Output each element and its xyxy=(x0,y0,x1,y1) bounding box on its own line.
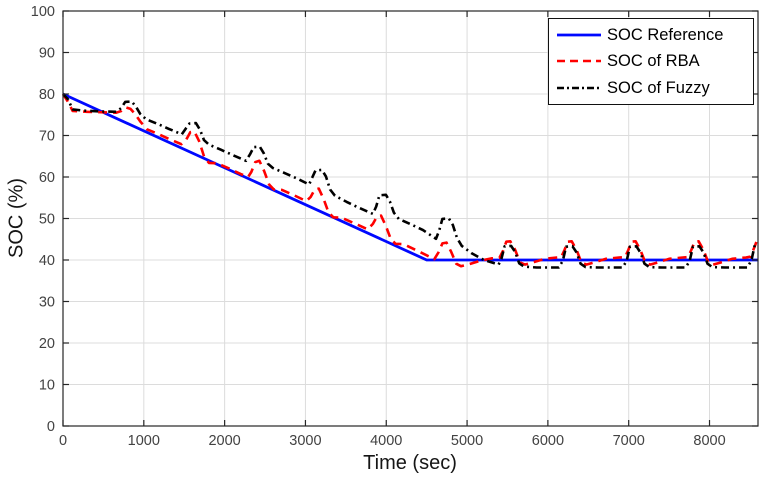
legend-item-rba: SOC of RBA xyxy=(555,53,747,70)
legend-label-rba: SOC of RBA xyxy=(607,52,700,71)
y-tick-label-10: 10 xyxy=(39,378,55,394)
x-axis-label: Time (sec) xyxy=(363,452,457,474)
x-tick-label-4000: 4000 xyxy=(370,433,402,449)
legend-item-reference: SOC Reference xyxy=(555,27,747,44)
legend-item-fuzzy: SOC of Fuzzy xyxy=(555,80,747,97)
x-tick-label-5000: 5000 xyxy=(451,433,483,449)
y-tick-label-60: 60 xyxy=(39,170,55,186)
y-tick-label-30: 30 xyxy=(39,295,55,311)
y-tick-label-70: 70 xyxy=(39,129,55,145)
x-tick-label-3000: 3000 xyxy=(289,433,321,449)
legend-line-sample-fuzzy xyxy=(557,86,601,90)
y-tick-label-20: 20 xyxy=(39,336,55,352)
x-tick-label-8000: 8000 xyxy=(693,433,725,449)
legend-label-fuzzy: SOC of Fuzzy xyxy=(607,78,710,97)
y-axis-label: SOC (%) xyxy=(5,178,28,258)
series-soc-of-fuzzy xyxy=(62,93,759,269)
y-tick-label-40: 40 xyxy=(39,253,55,269)
legend-label-reference: SOC Reference xyxy=(607,25,724,44)
x-tick-label-6000: 6000 xyxy=(532,433,564,449)
y-tick-label-50: 50 xyxy=(39,212,55,228)
y-tick-label-100: 100 xyxy=(31,4,55,20)
x-tick-label-7000: 7000 xyxy=(613,433,645,449)
series-soc-reference xyxy=(62,92,758,262)
x-tick-label-0: 0 xyxy=(59,433,67,449)
y-tick-label-80: 80 xyxy=(39,87,55,103)
series-soc-of-rba xyxy=(61,93,759,268)
legend-line-sample-reference xyxy=(557,33,601,37)
legend: SOC Reference SOC of RBA SOC of Fuzzy xyxy=(548,18,754,105)
x-tick-label-1000: 1000 xyxy=(128,433,160,449)
y-tick-label-90: 90 xyxy=(39,46,55,62)
x-tick-label-2000: 2000 xyxy=(208,433,240,449)
legend-line-sample-rba xyxy=(557,60,601,63)
y-tick-label-0: 0 xyxy=(47,419,55,435)
